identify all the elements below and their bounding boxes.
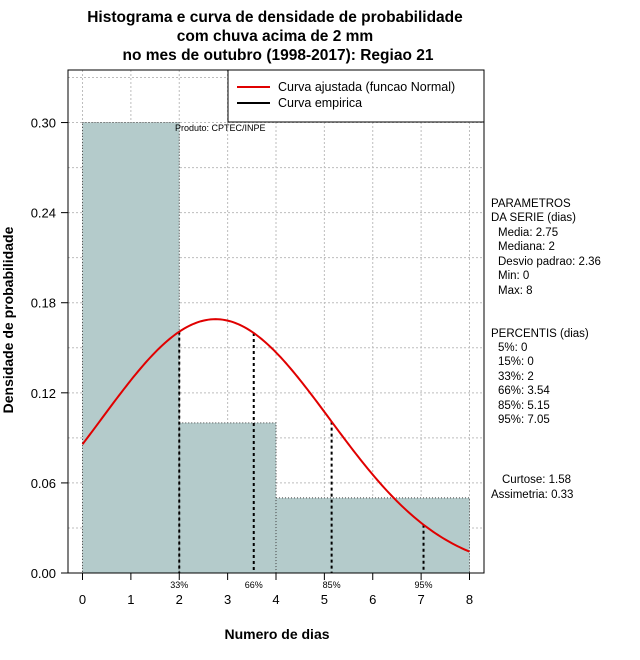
x-tick-label: 7: [417, 592, 424, 607]
percentile-label: 95%: [415, 580, 433, 590]
x-axis-label: Numero de dias: [224, 626, 329, 642]
param-min: Min: 0: [498, 270, 529, 282]
param-mean: Media: 2.75: [498, 227, 558, 239]
percentile-label: 66%: [245, 580, 263, 590]
percentile-33: 33%: 2: [498, 371, 534, 383]
y-tick-label: 0.00: [31, 566, 56, 581]
percentile-85: 85%: 5.15: [498, 400, 550, 412]
legend-label-fitted: Curva ajustada (funcao Normal): [278, 80, 455, 94]
x-tick-label: 3: [224, 592, 231, 607]
y-axis-label: Densidade de probabilidade: [0, 226, 16, 413]
percentile-66: 66%: 3.54: [498, 385, 550, 397]
params-title-1: PARAMETROS: [491, 198, 571, 210]
fitted-normal-curve: [81, 318, 470, 553]
source-note: Produto: CPTEC/INPE: [175, 123, 266, 133]
y-tick-label: 0.06: [31, 476, 56, 491]
x-tick-label: 8: [466, 592, 473, 607]
percentile-5: 5%: 0: [498, 342, 527, 354]
y-tick-label: 0.24: [31, 206, 56, 221]
percentile-lines: [178, 331, 425, 573]
title-line-2: com chuva acima de 2 mm: [177, 28, 373, 45]
kurtosis: Curtose: 1.58: [502, 474, 571, 486]
percentiles-title: PERCENTIS (dias): [491, 328, 589, 340]
param-median: Mediana: 2: [498, 241, 555, 253]
y-tick-label: 0.18: [31, 296, 56, 311]
percentile-label: 33%: [170, 580, 188, 590]
title-line-3: no mes de outubro (1998-2017): Regiao 21: [123, 47, 434, 64]
legend-box: [227, 69, 485, 123]
param-max: Max: 8: [498, 285, 533, 297]
x-tick-label: 5: [321, 592, 328, 607]
x-tick-label: 1: [127, 592, 134, 607]
histogram-bars: [82, 122, 470, 574]
percentile-label: 85%: [323, 580, 341, 590]
y-tick-label: 0.12: [31, 386, 56, 401]
stats-panel: PARAMETROS DA SERIE (dias) Media: 2.75 M…: [491, 198, 601, 501]
legend: Curva ajustada (funcao Normal) Curva emp…: [227, 69, 485, 123]
skewness: Assimetria: 0.33: [491, 489, 573, 501]
x-tick-label: 0: [79, 592, 86, 607]
percentile-95: 95%: 7.05: [498, 414, 550, 426]
legend-label-empirical: Curva empirica: [278, 96, 362, 110]
params-title-2: DA SERIE (dias): [491, 212, 576, 224]
x-tick-label: 4: [272, 592, 279, 607]
chart-title: Histograma e curva de densidade de proba…: [87, 9, 463, 64]
x-tick-label: 6: [369, 592, 376, 607]
param-sd: Desvio padrao: 2.36: [498, 256, 601, 268]
percentile-labels: 33% 66% 85% 95%: [170, 580, 432, 590]
title-line-1: Histograma e curva de densidade de proba…: [87, 9, 463, 26]
x-axis: 0 1 2 3 4 5 6 7 8: [79, 572, 473, 607]
percentile-15: 15%: 0: [498, 356, 534, 368]
y-tick-label: 0.30: [31, 116, 56, 131]
y-axis: 0.00 0.06 0.12 0.18 0.24 0.30: [31, 116, 69, 581]
histogram-bar: [82, 122, 180, 574]
x-tick-label: 2: [176, 592, 183, 607]
histogram-bar: [178, 422, 277, 574]
